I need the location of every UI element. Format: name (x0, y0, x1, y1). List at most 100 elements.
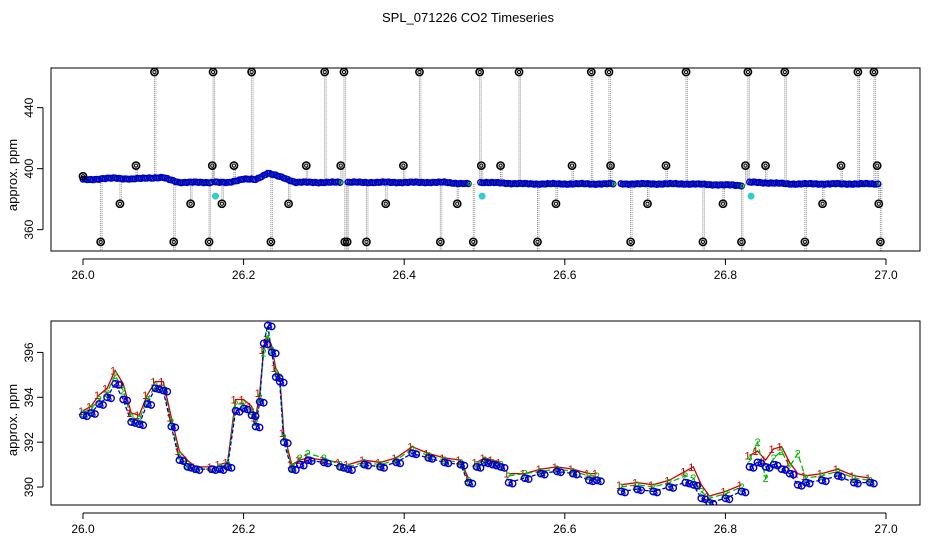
series-3-marker: 3 (170, 422, 176, 434)
outlier-point-inner (206, 239, 212, 244)
top-x-tick-label: 26.6 (553, 268, 577, 282)
outlier-point (398, 161, 408, 170)
series-2-marker: 2 (160, 383, 166, 395)
series-3-point (243, 405, 252, 414)
series-3-marker: 3 (748, 462, 754, 474)
series-3-marker: 3 (271, 347, 277, 359)
series-3-line (508, 470, 597, 484)
series-1-marker: 1 (777, 442, 783, 454)
series-3-point (251, 422, 260, 431)
outlier-point (606, 161, 615, 170)
series-3-marker: 3 (540, 469, 546, 481)
series-3-line (620, 481, 742, 504)
series-3-marker: 3 (443, 457, 449, 469)
outlier-point-inner (876, 201, 881, 206)
series-1-marker: 1 (817, 469, 823, 481)
series-3-point (263, 321, 272, 330)
top-x-tick-label: 26.2 (232, 268, 256, 282)
series-2-marker: 2 (184, 460, 190, 472)
series-1-marker: 1 (664, 475, 670, 487)
series-3-marker: 3 (235, 406, 241, 418)
outlier-point (551, 199, 561, 209)
series-1-marker: 1 (568, 464, 574, 476)
series-1-marker: 1 (648, 480, 654, 492)
outlier-point (643, 199, 652, 209)
series-3-point (127, 418, 136, 426)
series-2-marker: 2 (297, 453, 303, 465)
series-2-marker: 2 (393, 455, 399, 467)
outlier-point (761, 161, 770, 170)
series-1-marker: 1 (259, 345, 265, 357)
outlier-point (533, 237, 542, 247)
outlier-point-inner (516, 69, 522, 75)
outlier-point-inner (133, 163, 139, 168)
baseline-point (225, 178, 233, 186)
series-3-marker: 3 (251, 410, 257, 422)
series-3-point (207, 465, 216, 473)
series-3-marker: 3 (620, 487, 626, 499)
outlier-point-inner (802, 239, 807, 244)
series-3-point (745, 462, 754, 471)
series-3-marker: 3 (307, 455, 313, 467)
series-2-marker: 2 (425, 451, 431, 463)
outlier-point (875, 237, 885, 247)
series-3-point (95, 400, 104, 408)
series-3-marker: 3 (154, 383, 160, 395)
series-1-marker: 1 (463, 473, 469, 485)
series-3-point (211, 466, 220, 474)
series-2-marker: 2 (441, 455, 447, 467)
series-3-point (597, 477, 605, 486)
series-3-marker: 3 (323, 457, 329, 469)
outlier-point (818, 199, 827, 209)
series-3-marker: 3 (395, 457, 401, 469)
series-1-marker: 1 (391, 453, 397, 465)
series-3-marker: 3 (106, 392, 112, 404)
outlier-point-inner (569, 163, 575, 168)
series-3-marker: 3 (178, 455, 184, 467)
series-3-point (79, 411, 87, 420)
series-1-marker: 1 (86, 401, 92, 413)
outlier-point-inner (219, 201, 225, 206)
series-1-marker: 1 (126, 408, 132, 420)
series-3-marker: 3 (82, 410, 88, 422)
cyan-point (478, 192, 486, 200)
outlier-point (476, 161, 486, 170)
series-2-marker: 2 (682, 471, 688, 483)
outlier-point (169, 237, 179, 247)
series-3-marker: 3 (263, 338, 269, 350)
outlier-point-inner (875, 163, 880, 168)
series-3-point (119, 395, 128, 404)
series-3-point (753, 458, 762, 467)
series-3-line (476, 461, 501, 468)
series-2-marker: 2 (289, 462, 295, 474)
series-3-marker: 3 (90, 408, 96, 420)
series-2-marker: 2 (787, 462, 793, 474)
series-3-point (195, 466, 204, 474)
outlier-point (362, 237, 371, 247)
series-1-marker: 1 (696, 480, 702, 492)
outlier-point (115, 199, 125, 209)
series-3-point (275, 377, 284, 386)
series-3-point (428, 454, 437, 463)
outlier-point (452, 199, 462, 209)
top-x-tick-label: 26.8 (714, 268, 738, 282)
baseline-point-green (338, 180, 344, 185)
series-2-marker: 2 (554, 464, 560, 476)
series-3-point (556, 468, 565, 477)
outlier-point-inner (80, 174, 86, 179)
outlier-point-inner (304, 163, 309, 168)
series-1-line (749, 445, 870, 479)
series-3-marker: 3 (411, 448, 417, 460)
series-3-marker: 3 (363, 460, 369, 472)
top-y-tick-label: 360 (22, 219, 36, 239)
outlier-point-inner (745, 69, 750, 75)
series-3-marker: 3 (243, 404, 249, 416)
series-3-point (585, 476, 593, 485)
series-3-point (87, 409, 95, 417)
series-3-point (572, 470, 581, 479)
series-2-marker: 2 (305, 448, 311, 460)
series-2-line (620, 475, 742, 500)
series-2-marker: 2 (771, 453, 777, 465)
series-1-marker: 1 (142, 390, 148, 402)
